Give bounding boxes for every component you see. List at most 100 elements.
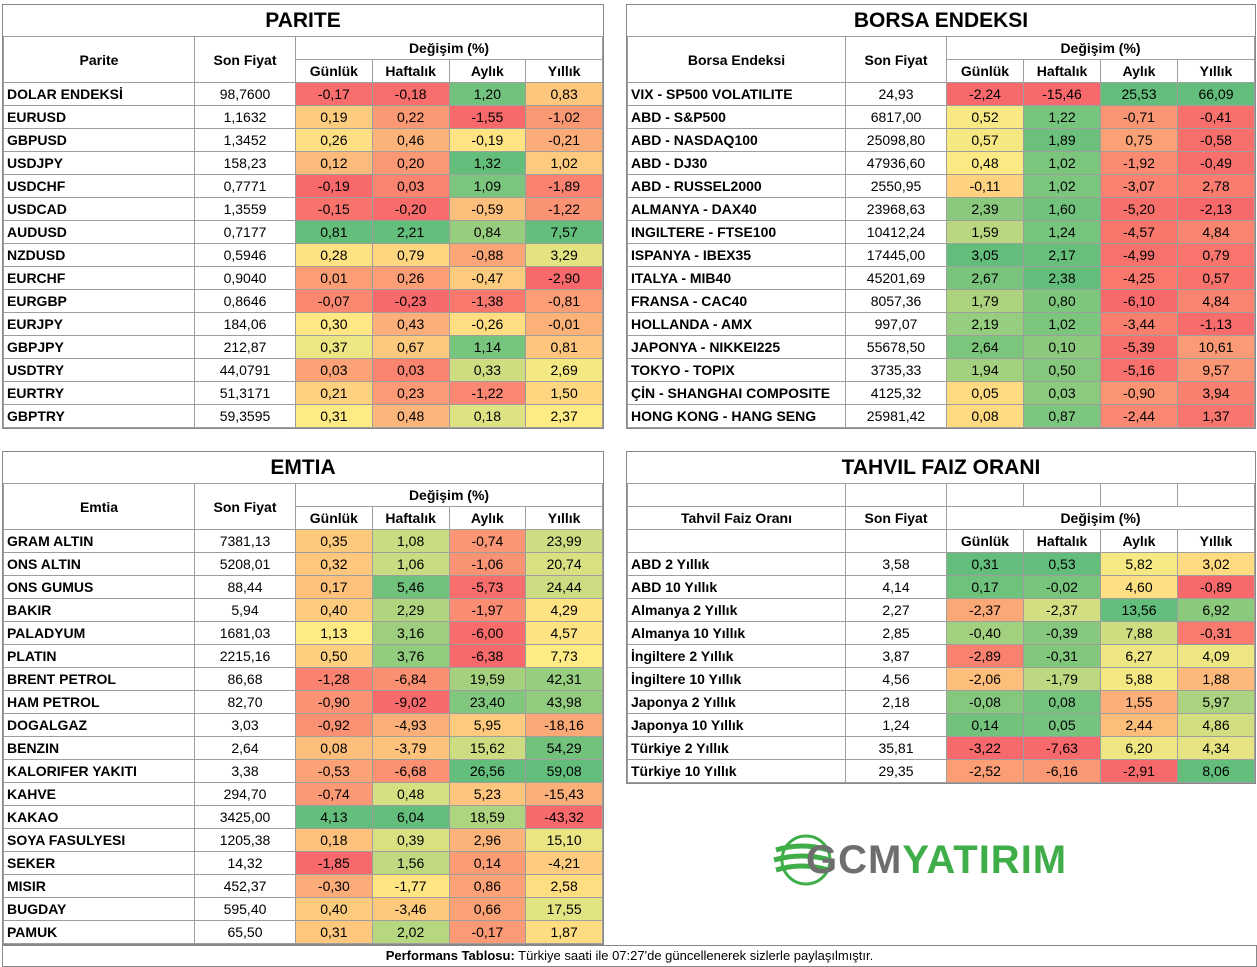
emtia-row: PLATIN 2215,16 0,50 3,76 -6,38 7,73 [3, 644, 603, 668]
borsa-weekly-change: 0,80 [1023, 289, 1101, 313]
tahvil-last-price: 4,56 [845, 667, 947, 691]
emtia-monthly-change: -0,74 [448, 529, 527, 553]
parite-last-price: 0,8646 [194, 289, 296, 313]
tahvil-panel: TAHVIL FAIZ ORANI Tahvil Faiz Oranı Son … [626, 451, 1256, 784]
tahvil-name-header: Tahvil Faiz Oranı [627, 506, 846, 530]
tahvil-monthly-change: 4,60 [1100, 575, 1178, 599]
parite-weekly-change: 0,46 [371, 128, 450, 152]
emtia-yearly-change: 20,74 [525, 552, 603, 576]
borsa-last-price: 3735,33 [845, 358, 947, 382]
emtia-monthly-change: 0,66 [448, 897, 527, 921]
tahvil-monthly-change: 5,88 [1100, 667, 1178, 691]
borsa-last-price: 17445,00 [845, 243, 947, 267]
emtia-monthly-change: -6,38 [448, 644, 527, 668]
borsa-weekly-change: 1,60 [1023, 197, 1101, 221]
borsa-yearly-change: -0,49 [1177, 151, 1255, 175]
emtia-weekly-change: 0,39 [371, 828, 450, 852]
parite-price-header: Son Fiyat [194, 36, 296, 83]
parite-daily-change: -0,17 [295, 82, 373, 106]
emtia-weekly-header: Haftalık [371, 506, 450, 530]
emtia-weekly-change: 5,46 [371, 575, 450, 599]
tahvil-row: Japonya 10 Yıllık 1,24 0,14 0,05 2,44 4,86 [627, 713, 1255, 737]
borsa-daily-change: 0,52 [946, 105, 1024, 129]
emtia-instrument-name: PLATIN [3, 644, 195, 668]
tahvil-last-price: 3,58 [845, 552, 947, 576]
emtia-daily-header: Günlük [295, 506, 373, 530]
emtia-weekly-change: -6,84 [371, 667, 450, 691]
borsa-last-price: 8057,36 [845, 289, 947, 313]
emtia-last-price: 2,64 [194, 736, 296, 760]
tahvil-last-price: 1,24 [845, 713, 947, 737]
parite-monthly-change: 1,32 [448, 151, 527, 175]
parite-monthly-header: Aylık [448, 59, 527, 83]
parite-daily-change: 0,28 [295, 243, 373, 267]
emtia-weekly-change: 1,06 [371, 552, 450, 576]
parite-weekly-change: -0,20 [371, 197, 450, 221]
borsa-daily-change: -0,11 [946, 174, 1024, 198]
borsa-yearly-change: 66,09 [1177, 82, 1255, 106]
emtia-last-price: 5208,01 [194, 552, 296, 576]
parite-row: NZDUSD 0,5946 0,28 0,79 -0,88 3,29 [3, 243, 603, 267]
borsa-monthly-change: -4,57 [1100, 220, 1178, 244]
tahvil-row: Japonya 2 Yıllık 2,18 -0,08 0,08 1,55 5,97 [627, 690, 1255, 714]
emtia-instrument-name: BUGDAY [3, 897, 195, 921]
parite-instrument-name: EURUSD [3, 105, 195, 129]
borsa-row: TOKYO - TOPIX 3735,33 1,94 0,50 -5,16 9,57 [627, 358, 1255, 382]
tahvil-yearly-header: Yıllık [1177, 529, 1255, 553]
parite-instrument-name: USDJPY [3, 151, 195, 175]
emtia-row: KAHVE 294,70 -0,74 0,48 5,23 -15,43 [3, 782, 603, 806]
borsa-row: ABD - RUSSEL2000 2550,95 -0,11 1,02 -3,07 2,7… [627, 174, 1255, 198]
parite-instrument-name: USDTRY [3, 358, 195, 382]
tahvil-monthly-change: 6,27 [1100, 644, 1178, 668]
borsa-instrument-name: ÇİN - SHANGHAI COMPOSITE [627, 381, 846, 405]
parite-instrument-name: USDCAD [3, 197, 195, 221]
borsa-last-price: 25981,42 [845, 404, 947, 428]
emtia-row: HAM PETROL 82,70 -0,90 -9,02 23,40 43,98 [3, 690, 603, 714]
parite-daily-change: 0,21 [295, 381, 373, 405]
tahvil-row: Türkiye 2 Yıllık 35,81 -3,22 -7,63 6,20 4,34 [627, 736, 1255, 760]
parite-last-price: 0,5946 [194, 243, 296, 267]
tahvil-weekly-change: 0,53 [1023, 552, 1101, 576]
borsa-daily-change: 0,08 [946, 404, 1024, 428]
borsa-row: ISPANYA - IBEX35 17445,00 3,05 2,17 -4,99 0,7… [627, 243, 1255, 267]
borsa-weekly-change: 0,50 [1023, 358, 1101, 382]
tahvil-weekly-change: -0,31 [1023, 644, 1101, 668]
tahvil-change-header: Değişim (%) [946, 506, 1255, 530]
emtia-weekly-change: 6,04 [371, 805, 450, 829]
borsa-monthly-change: -3,44 [1100, 312, 1178, 336]
parite-instrument-name: DOLAR ENDEKSİ [3, 82, 195, 106]
emtia-body: GRAM ALTIN 7381,13 0,35 1,08 -0,74 23,99 ONS A… [3, 529, 603, 944]
tahvil-row: ABD 10 Yıllık 4,14 0,17 -0,02 4,60 -0,89 [627, 575, 1255, 599]
tahvil-body: ABD 2 Yıllık 3,58 0,31 0,53 5,82 3,02 ABD 10 Y… [627, 552, 1255, 783]
emtia-monthly-change: -0,17 [448, 920, 527, 944]
emtia-weekly-change: 3,16 [371, 621, 450, 645]
tahvil-monthly-change: 6,20 [1100, 736, 1178, 760]
borsa-yearly-header: Yıllık [1177, 59, 1255, 83]
globe-icon [773, 834, 832, 886]
emtia-monthly-change: 2,96 [448, 828, 527, 852]
borsa-instrument-name: ABD - DJ30 [627, 151, 846, 175]
parite-weekly-header: Haftalık [371, 59, 450, 83]
tahvil-daily-change: 0,14 [946, 713, 1024, 737]
borsa-row: VIX - SP500 VOLATILITE 24,93 -2,24 -15,46 25… [627, 82, 1255, 106]
borsa-daily-change: 0,48 [946, 151, 1024, 175]
borsa-row: JAPONYA - NIKKEI225 55678,50 2,64 0,10 -5,39… [627, 335, 1255, 359]
borsa-weekly-header: Haftalık [1023, 59, 1101, 83]
tahvil-yearly-change: 5,97 [1177, 690, 1255, 714]
parite-monthly-change: -0,19 [448, 128, 527, 152]
borsa-weekly-change: 1,24 [1023, 220, 1101, 244]
emtia-yearly-change: 4,57 [525, 621, 603, 645]
borsa-yearly-change: 1,37 [1177, 404, 1255, 428]
borsa-change-header: Değişim (%) [946, 36, 1255, 60]
borsa-instrument-name: ABD - S&P500 [627, 105, 846, 129]
parite-last-price: 44,0791 [194, 358, 296, 382]
parite-yearly-change: -1,89 [525, 174, 603, 198]
tahvil-weekly-change: 0,05 [1023, 713, 1101, 737]
emtia-row: BRENT PETROL 86,68 -1,28 -6,84 19,59 42,31 [3, 667, 603, 691]
parite-monthly-change: -1,22 [448, 381, 527, 405]
borsa-monthly-change: -1,92 [1100, 151, 1178, 175]
emtia-row: MISIR 452,37 -0,30 -1,77 0,86 2,58 [3, 874, 603, 898]
borsa-row: ABD - DJ30 47936,60 0,48 1,02 -1,92 -0,49 [627, 151, 1255, 175]
parite-monthly-change: -0,26 [448, 312, 527, 336]
tahvil-last-price: 2,85 [845, 621, 947, 645]
